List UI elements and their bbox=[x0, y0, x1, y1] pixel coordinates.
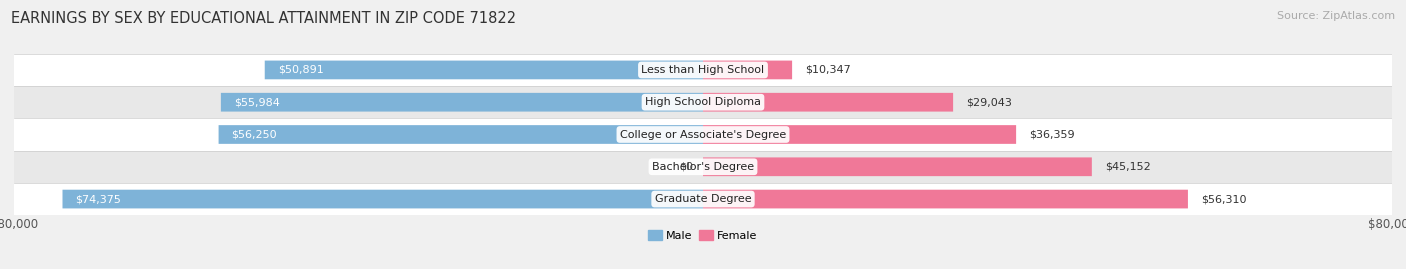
Text: EARNINGS BY SEX BY EDUCATIONAL ATTAINMENT IN ZIP CODE 71822: EARNINGS BY SEX BY EDUCATIONAL ATTAINMEN… bbox=[11, 11, 516, 26]
Text: $29,043: $29,043 bbox=[966, 97, 1012, 107]
FancyBboxPatch shape bbox=[264, 61, 703, 79]
Text: $36,359: $36,359 bbox=[1029, 129, 1074, 140]
FancyBboxPatch shape bbox=[221, 93, 703, 112]
Text: High School Diploma: High School Diploma bbox=[645, 97, 761, 107]
FancyBboxPatch shape bbox=[703, 93, 953, 112]
FancyBboxPatch shape bbox=[703, 157, 1092, 176]
Text: $0: $0 bbox=[679, 162, 693, 172]
FancyBboxPatch shape bbox=[703, 125, 1017, 144]
Text: $50,891: $50,891 bbox=[277, 65, 323, 75]
Text: $45,152: $45,152 bbox=[1105, 162, 1150, 172]
Bar bbox=[14, 183, 1392, 215]
FancyBboxPatch shape bbox=[218, 125, 703, 144]
Bar bbox=[14, 151, 1392, 183]
Legend: Male, Female: Male, Female bbox=[644, 225, 762, 245]
Text: Graduate Degree: Graduate Degree bbox=[655, 194, 751, 204]
Bar bbox=[14, 54, 1392, 86]
Text: Less than High School: Less than High School bbox=[641, 65, 765, 75]
Text: $56,310: $56,310 bbox=[1201, 194, 1246, 204]
Text: College or Associate's Degree: College or Associate's Degree bbox=[620, 129, 786, 140]
Bar bbox=[14, 86, 1392, 118]
Text: $55,984: $55,984 bbox=[233, 97, 280, 107]
FancyBboxPatch shape bbox=[703, 190, 1188, 208]
Text: Bachelor's Degree: Bachelor's Degree bbox=[652, 162, 754, 172]
Bar bbox=[14, 118, 1392, 151]
Text: $10,347: $10,347 bbox=[806, 65, 851, 75]
FancyBboxPatch shape bbox=[62, 190, 703, 208]
Text: $56,250: $56,250 bbox=[232, 129, 277, 140]
FancyBboxPatch shape bbox=[703, 61, 792, 79]
Text: Source: ZipAtlas.com: Source: ZipAtlas.com bbox=[1277, 11, 1395, 21]
Text: $74,375: $74,375 bbox=[76, 194, 121, 204]
